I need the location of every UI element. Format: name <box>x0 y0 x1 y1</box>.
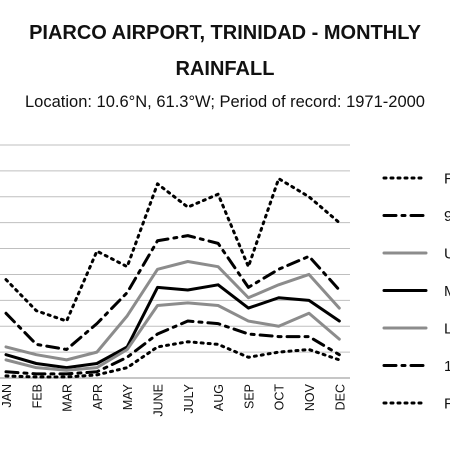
legend-label: Median <box>444 283 450 300</box>
legend-label: Lower quartile <box>444 321 450 338</box>
x-tick-label: APR <box>91 384 105 410</box>
series-line <box>4 260 341 362</box>
x-tick-label: MAR <box>61 384 75 412</box>
x-tick-label: NOV <box>303 383 317 411</box>
chart-subtitle: Location: 10.6°N, 61.3°W; Period of reco… <box>25 93 425 111</box>
series-line <box>4 234 341 352</box>
x-tick-label: JUNE <box>152 384 166 417</box>
series-line <box>4 319 341 376</box>
legend-label: 10th percentile <box>444 358 450 375</box>
legend-label: 90th percentile <box>444 208 450 225</box>
legend-label: Upper quartile <box>444 246 450 263</box>
x-tick-label: MAY <box>121 383 135 410</box>
series-line <box>4 301 341 372</box>
x-tick-label: DEC <box>333 384 347 410</box>
legend-label: Record low <box>444 396 450 413</box>
series-line <box>4 177 341 323</box>
chart-title-line2: RAINFALL <box>175 58 275 80</box>
x-tick-label: JULY <box>182 383 196 413</box>
x-tick-label: FEB <box>30 384 44 408</box>
x-tick-label: OCT <box>273 384 287 411</box>
chart-title-line1: PIARCO AIRPORT, TRINIDAD - MONTHLY <box>29 22 421 44</box>
legend-label: Record high <box>444 171 450 188</box>
series-line <box>4 283 341 370</box>
x-tick-label: AUG <box>212 384 226 411</box>
x-tick-label: SEP <box>242 384 256 409</box>
x-tick-label: JAN <box>0 384 14 408</box>
series-line <box>4 340 341 379</box>
